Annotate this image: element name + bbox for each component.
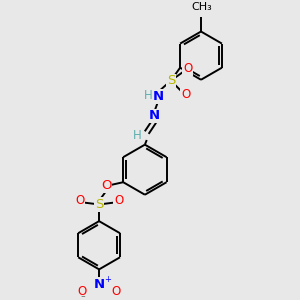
Text: N: N [94, 278, 105, 291]
Text: H: H [134, 129, 142, 142]
Text: O: O [114, 194, 123, 207]
Text: H: H [144, 89, 152, 102]
Text: ⁻: ⁻ [80, 295, 85, 300]
Text: S: S [95, 198, 103, 211]
Text: N: N [152, 90, 164, 103]
Text: O: O [181, 88, 190, 101]
Text: +: + [104, 275, 111, 284]
Text: O: O [111, 285, 120, 298]
Text: O: O [101, 179, 112, 192]
Text: CH₃: CH₃ [192, 2, 212, 12]
Text: O: O [75, 194, 84, 207]
Text: O: O [78, 285, 87, 298]
Text: N: N [148, 110, 160, 122]
Text: O: O [183, 62, 192, 75]
Text: S: S [167, 74, 175, 87]
